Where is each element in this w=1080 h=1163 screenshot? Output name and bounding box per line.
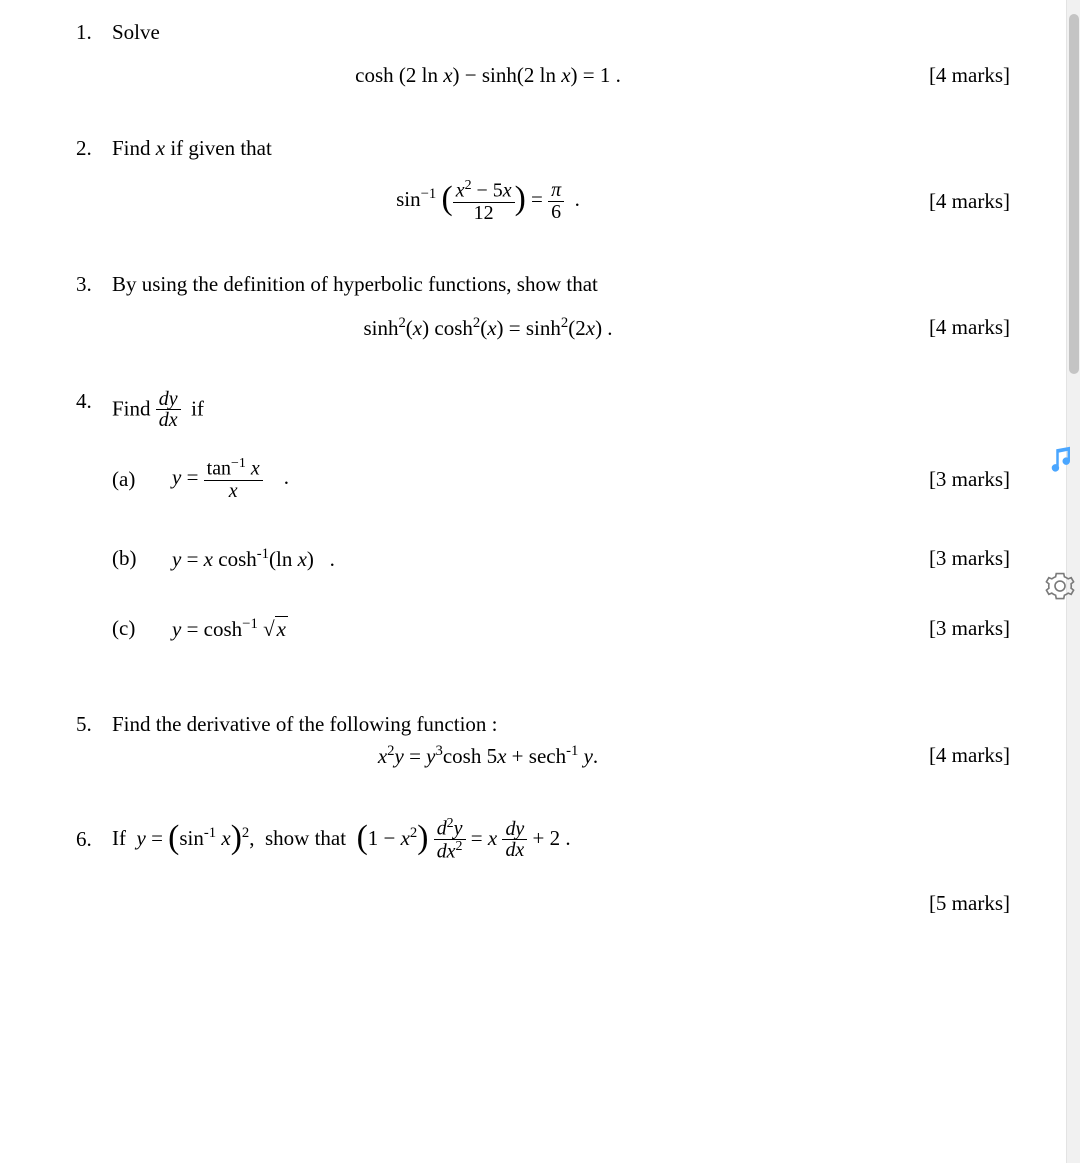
- music-button[interactable]: [1040, 432, 1080, 484]
- equation: cosh (2 ln x) − sinh(2 ln x) = 1 .: [76, 63, 900, 88]
- equation: sin−1 (x2 − 5x12) = π6 .: [76, 179, 900, 224]
- subpart-label: (a): [112, 467, 172, 492]
- question-3: 3. By using the definition of hyperbolic…: [76, 272, 1010, 341]
- question-6: 6. If y = (sin-1 x)2, show that (1 − x2)…: [76, 817, 1010, 916]
- question-number: 6.: [76, 827, 112, 852]
- equation: x2y = y3cosh 5x + sech-1 y.: [76, 743, 900, 769]
- func-name: sin: [396, 187, 421, 211]
- equation: y = cosh−1 √x: [172, 616, 900, 642]
- num: dy: [502, 819, 527, 841]
- den: 6: [548, 202, 564, 223]
- marks-label: [3 marks]: [900, 467, 1010, 492]
- sqrt-arg: x: [275, 616, 288, 642]
- settings-button[interactable]: [1040, 560, 1080, 612]
- question-prompt: Find the derivative of the following fun…: [112, 712, 1010, 737]
- num: dy: [156, 389, 181, 411]
- question-prompt: Find dydx if: [112, 389, 1010, 432]
- marks-label: [4 marks]: [900, 63, 1010, 88]
- question-5: 5. Find the derivative of the following …: [76, 712, 1010, 769]
- equation: y = tan−1 xx .: [172, 457, 900, 502]
- den: dx: [156, 410, 181, 431]
- marks-label: [5 marks]: [900, 891, 1010, 916]
- question-4: 4. Find dydx if (a) y = tan−1 xx . [3 ma…: [76, 389, 1010, 642]
- marks-label: [4 marks]: [900, 743, 1010, 768]
- den: 12: [453, 203, 515, 224]
- question-number: 1.: [76, 20, 112, 45]
- scrollbar-thumb[interactable]: [1069, 14, 1079, 374]
- question-prompt: If y = (sin-1 x)2, show that (1 − x2) d2…: [112, 817, 1010, 863]
- music-note-icon: [1045, 443, 1075, 473]
- equation: sinh2(x) cosh2(x) = sinh2(2x) .: [76, 315, 900, 341]
- gear-icon: [1045, 571, 1075, 601]
- question-2: 2. Find x if given that sin−1 (x2 − 5x12…: [76, 136, 1010, 224]
- subpart-label: (c): [112, 616, 172, 641]
- den: dx: [502, 840, 527, 861]
- marks-label: [4 marks]: [900, 315, 1010, 340]
- equation: y = x cosh-1(ln x) .: [172, 546, 900, 572]
- marks-label: [4 marks]: [900, 189, 1010, 214]
- question-prompt: Solve: [112, 20, 1010, 45]
- subpart-label: (b): [112, 546, 172, 571]
- question-1: 1. Solve cosh (2 ln x) − sinh(2 ln x) = …: [76, 20, 1010, 88]
- question-number: 3.: [76, 272, 112, 297]
- prompt-post: if: [191, 396, 204, 420]
- question-number: 4.: [76, 389, 112, 414]
- question-number: 5.: [76, 712, 112, 737]
- prompt-pre: Find: [112, 396, 151, 420]
- subpart-a: (a) y = tan−1 xx . [3 marks]: [112, 457, 1010, 502]
- document-page: 1. Solve cosh (2 ln x) − sinh(2 ln x) = …: [0, 0, 1040, 1163]
- marks-label: [3 marks]: [900, 616, 1010, 641]
- question-number: 2.: [76, 136, 112, 161]
- marks-label: [3 marks]: [900, 546, 1010, 571]
- question-prompt: Find x if given that: [112, 136, 1010, 161]
- sup: −1: [421, 186, 437, 202]
- question-prompt: By using the definition of hyperbolic fu…: [112, 272, 1010, 297]
- num: π: [548, 180, 564, 202]
- den: x: [204, 481, 263, 502]
- subpart-c: (c) y = cosh−1 √x [3 marks]: [112, 616, 1010, 642]
- subpart-b: (b) y = x cosh-1(ln x) . [3 marks]: [112, 546, 1010, 572]
